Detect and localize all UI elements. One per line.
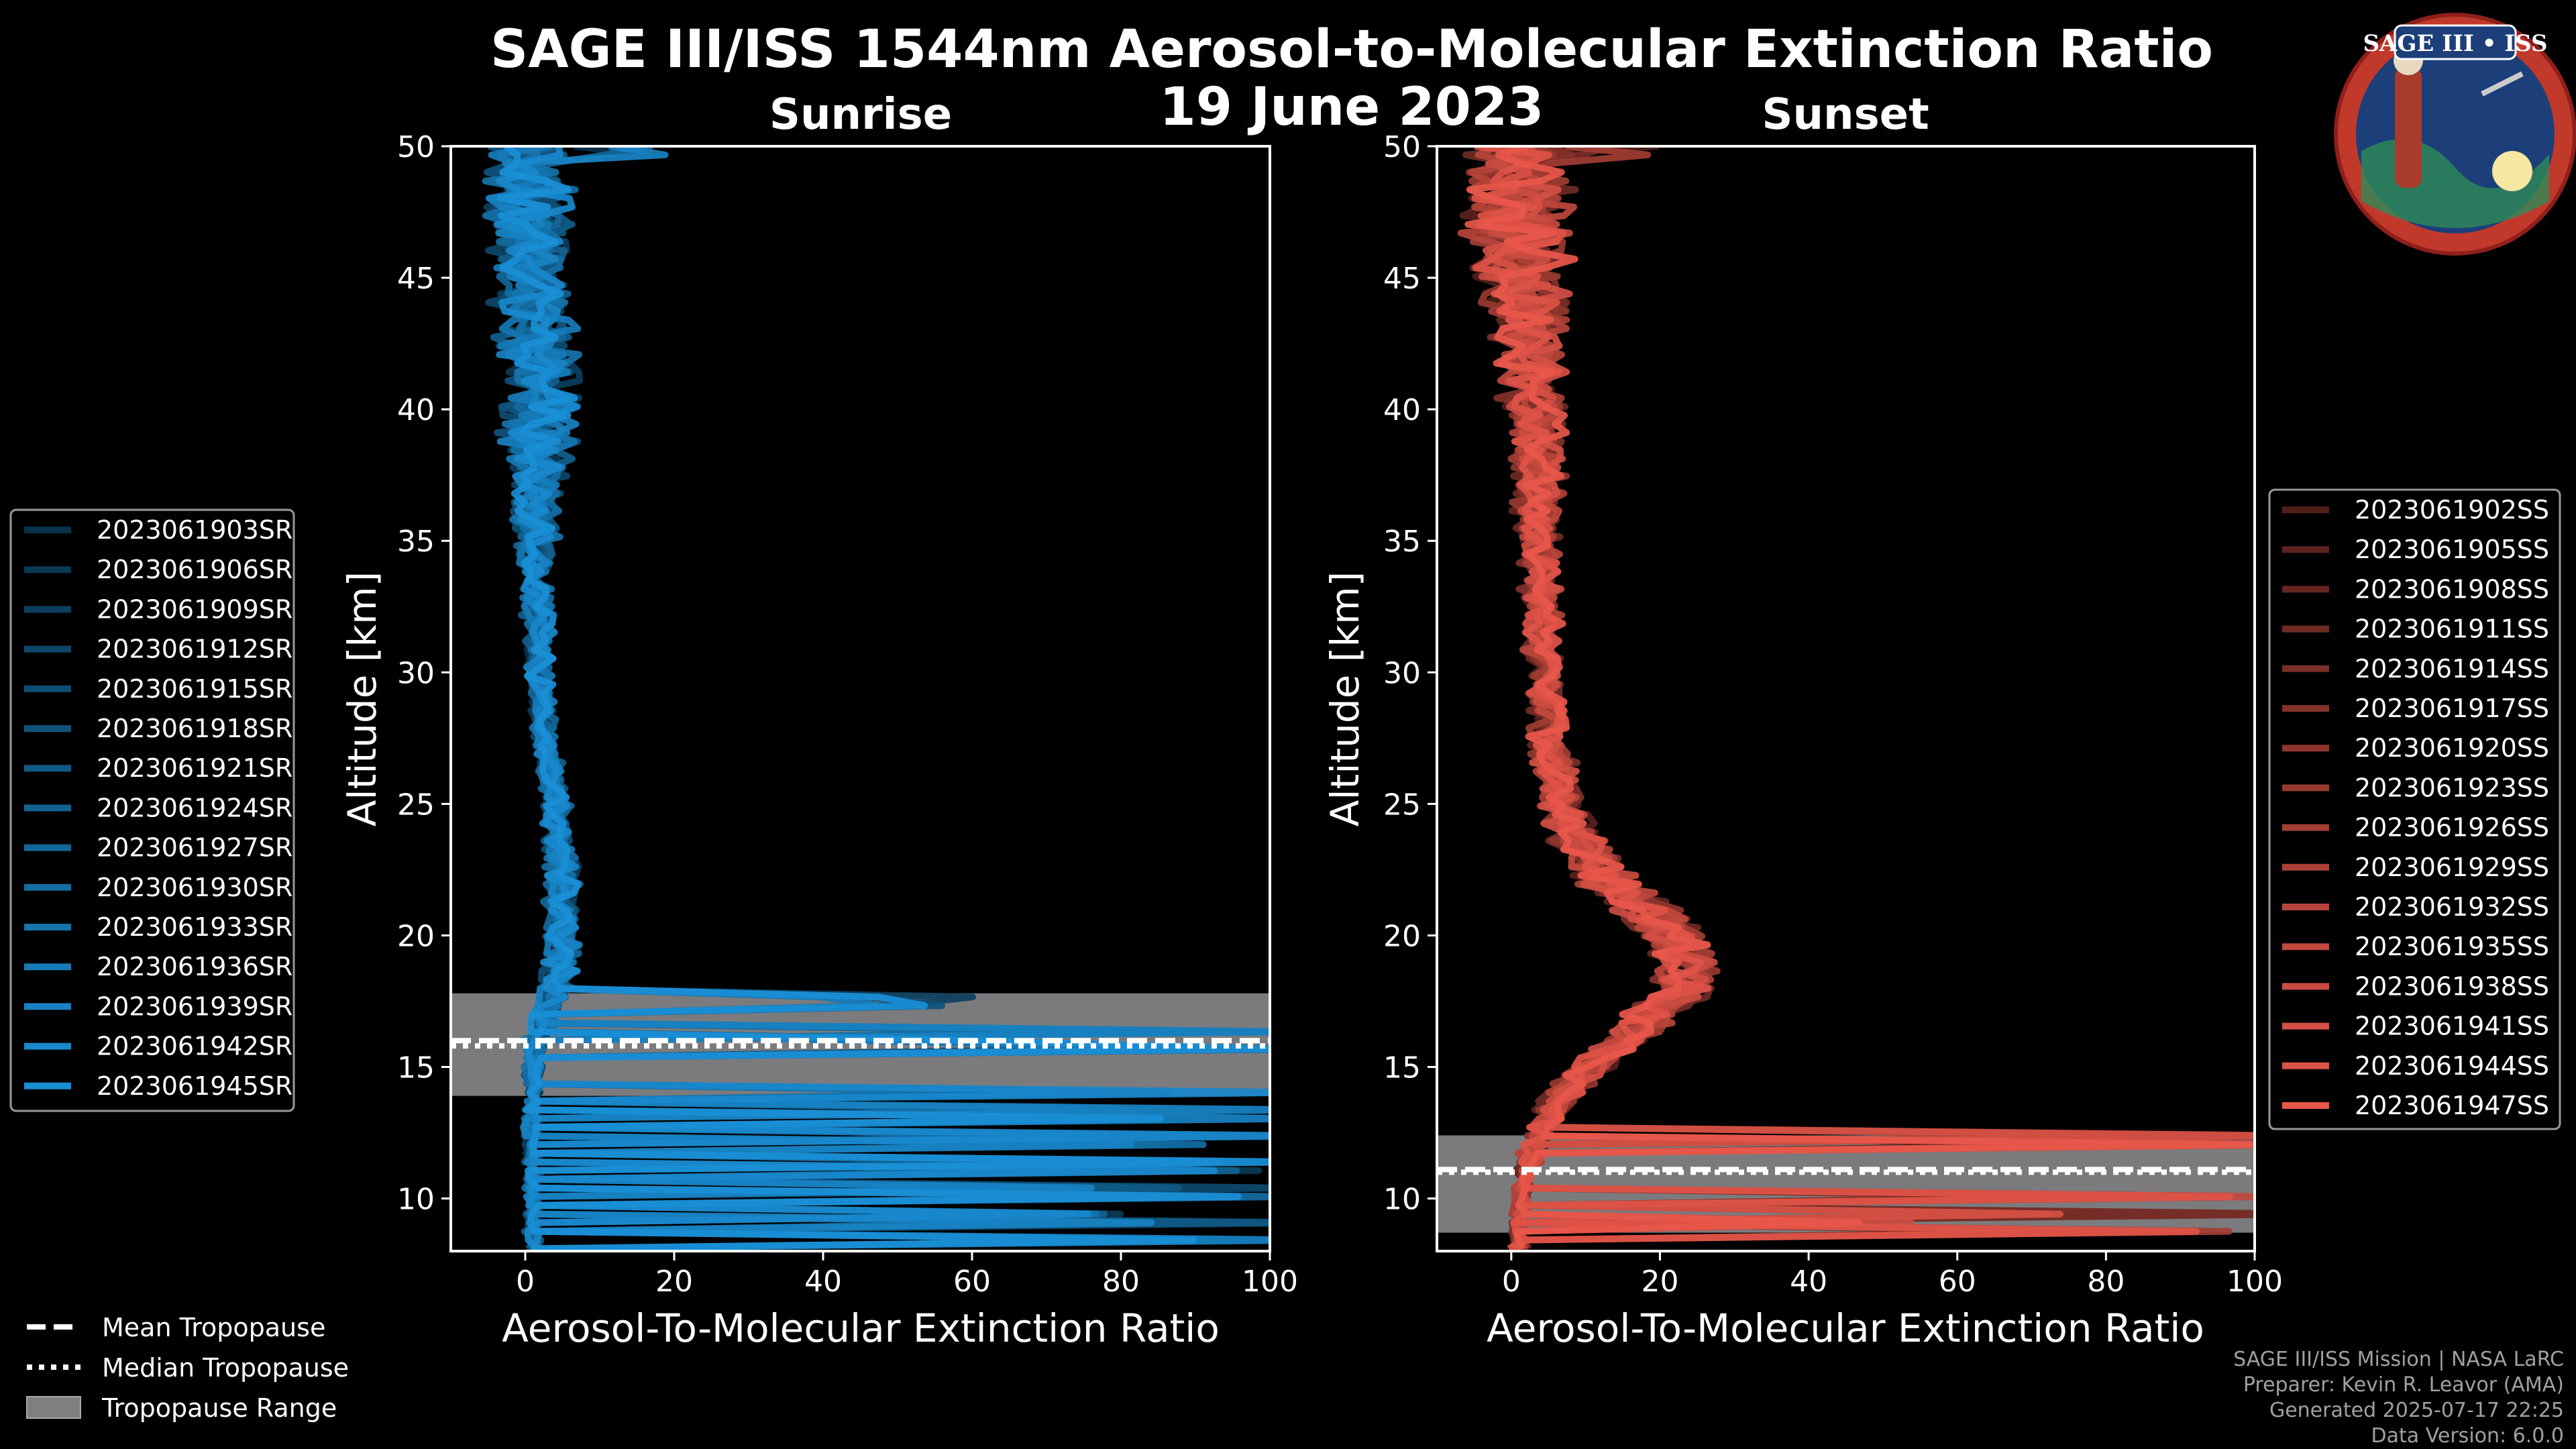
y-tick-label: 15: [397, 1051, 435, 1085]
legend-label: 2023061902SS: [2355, 495, 2549, 525]
y-tick-label: 15: [1383, 1051, 1421, 1085]
legend-sunset: 2023061902SS 2023061905SS 2023061908SS 2023…: [2268, 488, 2561, 1130]
x-tick-label: 40: [1790, 1265, 1827, 1299]
legend-label: 2023061947SS: [2355, 1091, 2549, 1120]
legend-label: 2023061930SR: [97, 873, 292, 902]
chart-sunrise: 0 20 40 60 80 100 10 15 20 25 30 35 40 45 50 Aerosol-T…: [339, 130, 1298, 1351]
x-tick-label: 100: [2226, 1265, 2283, 1299]
y-tick-label: 30: [1383, 656, 1421, 690]
y-tick-label: 35: [1383, 525, 1421, 559]
panel-title-sunset: Sunset: [1762, 90, 1929, 140]
legend-label: 2023061926SS: [2355, 813, 2549, 843]
legend-label: 2023061936SR: [97, 952, 292, 981]
legend-sunrise: 2023061903SR 2023061906SR 2023061909SR 2023…: [9, 508, 295, 1112]
y-tick-label: 25: [1383, 788, 1421, 822]
x-tick-label: 0: [516, 1265, 535, 1299]
y-tick-label: 10: [1383, 1183, 1421, 1217]
legend-label: 2023061911SS: [2355, 614, 2549, 644]
credit-generated: Generated 2025-07-17 22:25: [2269, 1399, 2564, 1422]
legend-label: 2023061938SS: [2355, 971, 2549, 1001]
legend-sunrise-frame: [9, 508, 295, 1112]
legend-label: 2023061909SR: [97, 594, 292, 624]
xlabel-sunrise: Aerosol-To-Molecular Extinction Ratio: [502, 1305, 1220, 1351]
credit-mission: SAGE III/ISS Mission | NASA LaRC: [2233, 1348, 2564, 1371]
x-tick-label: 100: [1242, 1265, 1298, 1299]
y-tick-label: 45: [1383, 262, 1421, 296]
legend-label: 2023061912SR: [97, 635, 292, 664]
y-tick-label: 45: [397, 262, 435, 296]
profile-line: [1464, 146, 2254, 1250]
legend-label: 2023061924SR: [97, 793, 292, 822]
ylabel-sunrise: Altitude [km]: [339, 572, 385, 826]
legend-label: 2023061903SR: [97, 515, 292, 545]
credit-preparer: Preparer: Kevin R. Leavor (AMA): [2243, 1373, 2564, 1397]
legend-label: 2023061918SR: [97, 714, 292, 743]
figure-date: 19 June 2023: [1160, 77, 1544, 138]
profiles-sunrise: [482, 146, 1270, 1251]
tropopause-range-label: Tropopause Range: [101, 1393, 337, 1423]
chart-sunset: 0 20 40 60 80 100 10 15 20 25 30 35 40 45 50 Aerosol-T…: [1322, 130, 2283, 1351]
legend-label: 2023061921SR: [97, 753, 292, 783]
legend-label: 2023061945SR: [97, 1071, 292, 1101]
legend-tropopause: Mean Tropopause Median Tropopause Tropop…: [26, 1313, 349, 1423]
x-tick-label: 80: [1102, 1265, 1140, 1299]
legend-label: 2023061935SS: [2355, 932, 2549, 961]
x-tick-label: 20: [655, 1265, 693, 1299]
legend-label: 2023061917SS: [2355, 694, 2549, 723]
x-tick-label: 40: [804, 1265, 842, 1299]
legend-label: 2023061915SR: [97, 674, 292, 704]
legend-sunset-frame: [2268, 488, 2561, 1130]
tropopause-range-swatch: [26, 1396, 81, 1419]
legend-label: 2023061932SS: [2355, 892, 2549, 922]
x-tick-label: 60: [953, 1265, 991, 1299]
profile-line: [496, 146, 1270, 1251]
credit-version: Data Version: 6.0.0: [2371, 1424, 2564, 1448]
legend-label: 2023061929SS: [2355, 853, 2549, 882]
legend-label: 2023061927SR: [97, 833, 292, 863]
panel-title-sunrise: Sunrise: [769, 90, 952, 140]
tropopause-lines-sunrise: [451, 1038, 1270, 1049]
x-tick-label: 60: [1939, 1265, 1976, 1299]
median-tropopause-label: Median Tropopause: [102, 1353, 349, 1383]
x-tick-label: 0: [1502, 1265, 1521, 1299]
legend-label: 2023061941SS: [2355, 1012, 2549, 1041]
frame-sunset: [1436, 145, 2256, 1252]
y-tick-label: 50: [1383, 130, 1421, 164]
y-tick-label: 40: [1383, 393, 1421, 427]
x-tick-label: 80: [2087, 1265, 2125, 1299]
y-tick-label: 20: [1383, 919, 1421, 953]
y-tick-label: 20: [397, 919, 435, 953]
ylabel-sunset: Altitude [km]: [1322, 572, 1368, 826]
profile-line: [1471, 146, 2233, 1251]
sage-iii-iss-logo: SAGE III • ISS: [2334, 13, 2576, 256]
profiles-sunset: [1457, 146, 2255, 1251]
y-tick-label: 30: [397, 656, 435, 690]
legend-label: 2023061906SR: [97, 555, 292, 584]
y-tick-label: 35: [397, 525, 435, 559]
logo-text: SAGE III • ISS: [2363, 30, 2547, 57]
legend-label: 2023061905SS: [2355, 535, 2549, 564]
mean-tropopause-label: Mean Tropopause: [102, 1313, 325, 1342]
y-tick-label: 40: [397, 393, 435, 427]
ticks-sunset: 0 20 40 60 80 100 10 15 20 25 30 35 40 45 50: [1383, 130, 2283, 1299]
legend-label: 2023061939SR: [97, 991, 292, 1021]
y-tick-label: 50: [397, 130, 435, 164]
ticks-sunrise: 0 20 40 60 80 100 10 15 20 25 30 35 40 45 50: [397, 130, 1298, 1299]
legend-label: 2023061944SS: [2355, 1051, 2549, 1081]
xlabel-sunset: Aerosol-To-Molecular Extinction Ratio: [1487, 1305, 2204, 1351]
legend-label: 2023061933SR: [97, 912, 292, 942]
y-tick-label: 10: [397, 1183, 435, 1217]
y-tick-label: 25: [397, 788, 435, 822]
legend-label: 2023061923SS: [2355, 773, 2549, 802]
legend-label: 2023061920SS: [2355, 733, 2549, 763]
legend-label: 2023061908SS: [2355, 574, 2549, 604]
tropopause-lines-sunset: [1437, 1167, 2255, 1175]
legend-label: 2023061914SS: [2355, 654, 2549, 684]
credits: SAGE III/ISS Mission | NASA LaRC Prepare…: [2233, 1348, 2564, 1448]
x-tick-label: 20: [1641, 1265, 1678, 1299]
figure-title: SAGE III/ISS 1544nm Aerosol-to-Molecular…: [490, 19, 2213, 80]
legend-label: 2023061942SR: [97, 1032, 292, 1061]
frame-sunrise: [449, 145, 1271, 1252]
